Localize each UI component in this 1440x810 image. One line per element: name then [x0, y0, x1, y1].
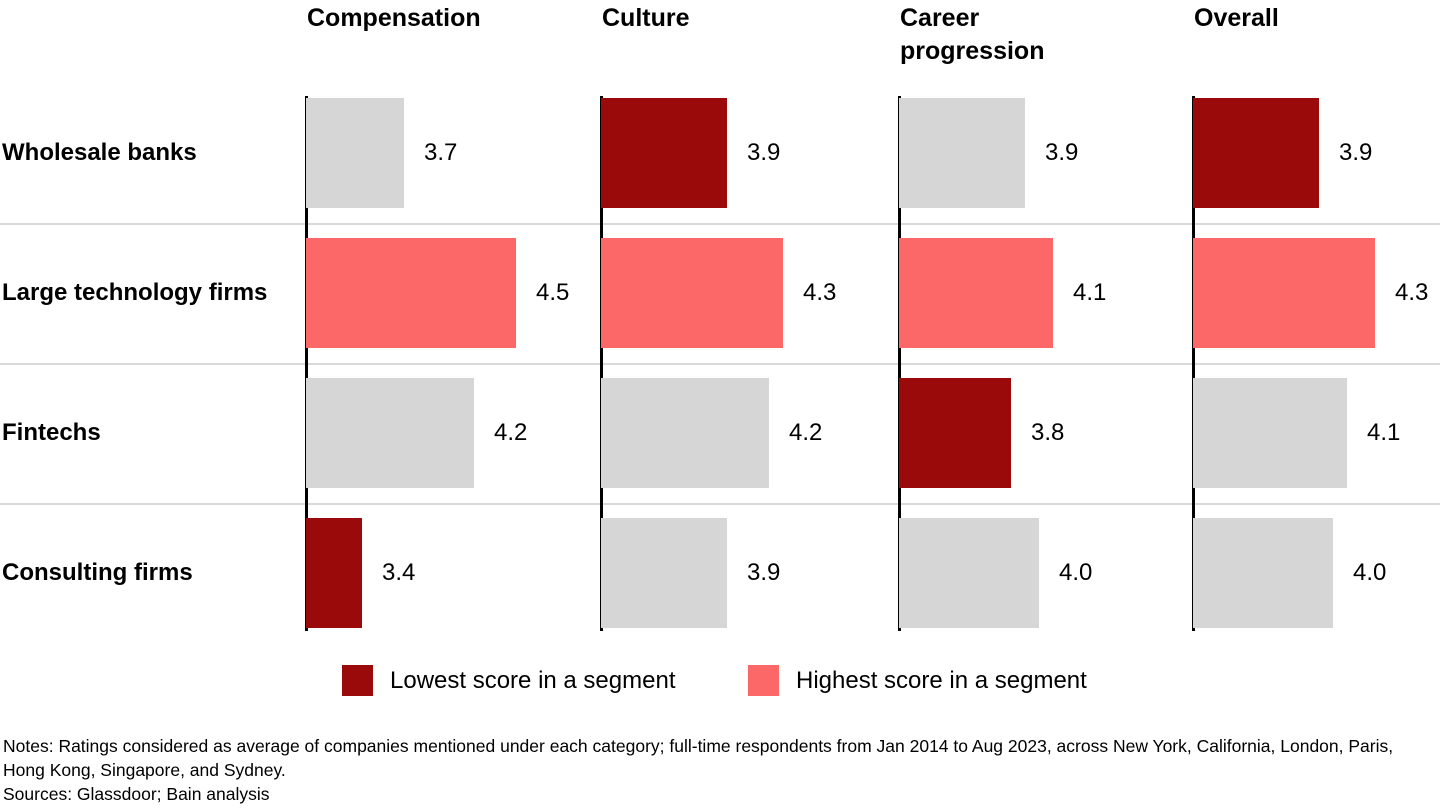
column-header-0: Compensation — [307, 4, 481, 32]
bar-consulting-firms-col2 — [899, 518, 1039, 628]
bar-value-label: 3.7 — [424, 139, 458, 166]
legend-label-lowest: Lowest score in a segment — [390, 666, 676, 694]
bar-wholesale-banks-col3 — [1193, 98, 1319, 208]
row-label-3: Consulting firms — [2, 559, 193, 586]
bar-fintechs-col3 — [1193, 378, 1347, 488]
legend-label-highest: Highest score in a segment — [796, 666, 1087, 694]
footer: Notes: Ratings considered as average of … — [3, 734, 1435, 806]
bar-value-label: 3.9 — [1045, 139, 1079, 166]
bar-value-label: 3.8 — [1031, 419, 1065, 446]
bar-value-label: 3.9 — [747, 139, 781, 166]
bar-value-label: 3.4 — [382, 559, 416, 586]
bar-consulting-firms-col0 — [306, 518, 362, 628]
legend-swatch-highest — [748, 665, 779, 696]
bar-fintechs-col2 — [899, 378, 1011, 488]
axis-line-3 — [1192, 96, 1195, 631]
column-header-1: Culture — [602, 4, 690, 32]
bar-value-label: 4.2 — [494, 419, 528, 446]
bar-wholesale-banks-col1 — [601, 98, 727, 208]
bar-consulting-firms-col3 — [1193, 518, 1333, 628]
bar-consulting-firms-col1 — [601, 518, 727, 628]
bar-value-label: 4.3 — [803, 279, 837, 306]
column-header-3: Overall — [1194, 4, 1279, 32]
bar-wholesale-banks-col2 — [899, 98, 1025, 208]
bar-value-label: 4.3 — [1395, 279, 1429, 306]
bar-value-label: 3.9 — [747, 559, 781, 586]
axis-line-1 — [600, 96, 603, 631]
row-separator — [0, 223, 1440, 225]
row-label-2: Fintechs — [2, 419, 101, 446]
bar-value-label: 4.1 — [1073, 279, 1107, 306]
bar-large-technology-firms-col1 — [601, 238, 783, 348]
bar-value-label: 4.0 — [1353, 559, 1387, 586]
legend-item-highest: Highest score in a segment — [748, 665, 1087, 696]
bar-fintechs-col0 — [306, 378, 474, 488]
bar-value-label: 4.0 — [1059, 559, 1093, 586]
bar-large-technology-firms-col2 — [899, 238, 1053, 348]
bar-value-label: 4.2 — [789, 419, 823, 446]
row-separator — [0, 503, 1440, 505]
legend: Lowest score in a segment Highest score i… — [0, 665, 1440, 699]
bar-large-technology-firms-col0 — [306, 238, 516, 348]
column-header-2: Career progression — [900, 4, 1045, 65]
row-label-0: Wholesale banks — [2, 139, 197, 166]
legend-item-lowest: Lowest score in a segment — [342, 665, 675, 696]
notes-text: Notes: Ratings considered as average of … — [3, 736, 1394, 781]
bar-value-label: 3.9 — [1339, 139, 1373, 166]
bar-fintechs-col1 — [601, 378, 769, 488]
row-separator — [0, 363, 1440, 365]
bar-large-technology-firms-col3 — [1193, 238, 1375, 348]
bar-value-label: 4.5 — [536, 279, 570, 306]
bar-wholesale-banks-col0 — [306, 98, 404, 208]
row-label-1: Large technology firms — [2, 279, 268, 306]
sources-text: Sources: Glassdoor; Bain analysis — [3, 784, 270, 805]
legend-swatch-lowest — [342, 665, 373, 696]
axis-line-2 — [898, 96, 901, 631]
bar-value-label: 4.1 — [1367, 419, 1401, 446]
axis-line-0 — [305, 96, 308, 631]
